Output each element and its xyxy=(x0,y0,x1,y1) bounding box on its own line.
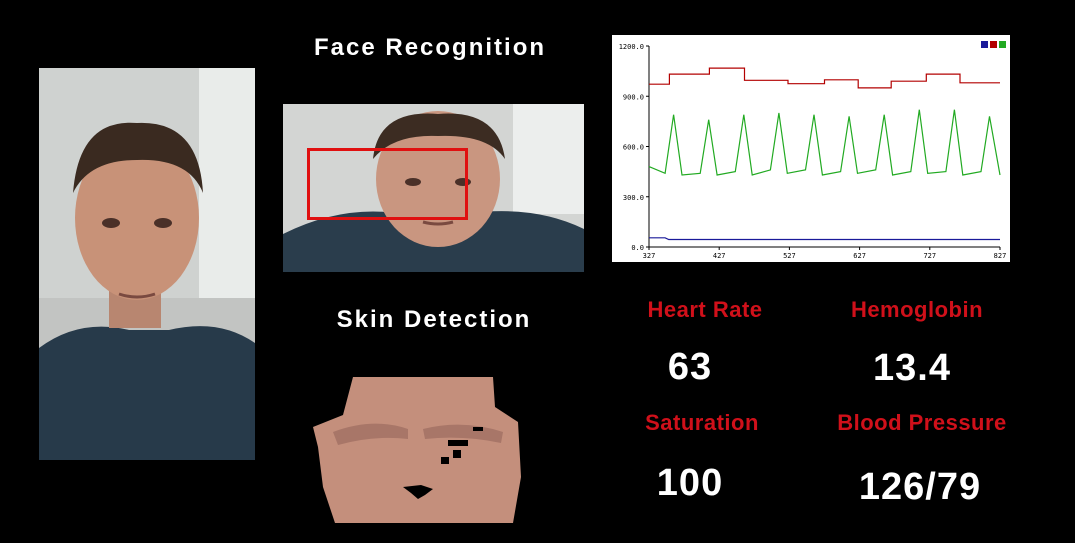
y-tick-label: 0.0 xyxy=(631,244,644,252)
blood-pressure-label: Blood Pressure xyxy=(837,410,1007,435)
y-tick-label: 300.0 xyxy=(623,194,644,202)
skin-mask xyxy=(313,377,521,523)
blood-pressure-value: 126/79 xyxy=(858,466,982,508)
legend-swatch-1 xyxy=(990,41,997,48)
face-recognition-image xyxy=(283,104,584,272)
heart-rate-value: 63 xyxy=(667,346,713,388)
x-tick-label: 827 xyxy=(994,252,1007,260)
x-tick-label: 627 xyxy=(853,252,866,260)
skin-detection-title: Skin Detection xyxy=(336,306,532,333)
saturation-label: Saturation xyxy=(645,410,759,435)
signal-chart: 0.0 300.0 600.0 900.0 1200.0 327 427 527 627 727 8… xyxy=(612,35,1010,262)
y-tick-label: 600.0 xyxy=(623,144,644,152)
y-tick-label: 900.0 xyxy=(623,93,644,101)
x-tick-label: 527 xyxy=(783,252,796,260)
legend-swatch-2 xyxy=(999,41,1006,48)
series-line-2 xyxy=(649,237,1000,241)
signal-chart-svg: 0.0 300.0 600.0 900.0 1200.0 327 427 527 627 727 8… xyxy=(619,41,1007,260)
face-recognition-title: Face Recognition xyxy=(313,34,547,61)
face-recognition-image-content xyxy=(283,104,584,272)
saturation-value: 100 xyxy=(656,462,724,504)
series-line-1 xyxy=(648,109,1001,176)
hemoglobin-value: 13.4 xyxy=(873,347,951,389)
series-line-0 xyxy=(649,67,1000,89)
x-tick-label: 327 xyxy=(643,252,656,260)
hemoglobin-label: Hemoglobin xyxy=(850,297,984,322)
camera-feed-image xyxy=(39,68,255,460)
face-bounding-box xyxy=(307,148,468,220)
x-tick-label: 727 xyxy=(923,252,936,260)
camera-feed xyxy=(39,68,255,460)
skin-detection-image xyxy=(313,377,526,523)
y-tick-label: 1200.0 xyxy=(619,43,644,51)
heart-rate-label: Heart Rate xyxy=(647,297,763,322)
legend-swatch-0 xyxy=(981,41,988,48)
x-tick-label: 427 xyxy=(713,252,726,260)
